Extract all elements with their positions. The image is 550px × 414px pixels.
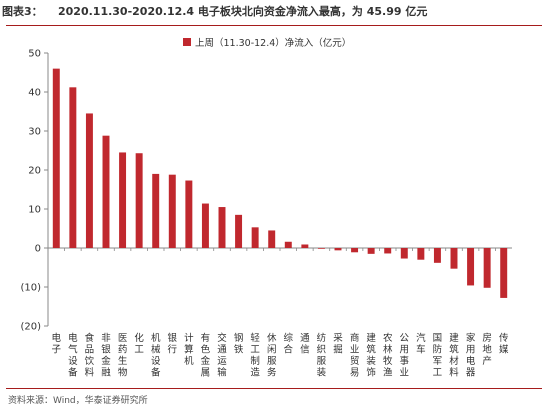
bar [235,214,243,248]
bar [152,173,160,248]
y-tick-label: 20 [28,166,41,177]
title-bar [6,4,542,26]
bar [119,152,127,248]
bar [201,203,209,248]
y-tick-label: (20) [20,322,41,333]
bar [433,248,441,263]
x-tick-label: 非银金融 [101,332,111,379]
x-tick-label: 纺织服装 [317,332,327,379]
bar [69,87,77,248]
x-tick-label: 电子 [52,332,62,356]
category-labels: 电子电气设备食品饮料非银金融医药生物化工机械设备银行计算机有色金属交通运输钢铁轻… [52,332,509,379]
x-tick-label: 计算机 [184,332,194,367]
bar [334,248,342,251]
bar [284,241,292,248]
x-tick-label: 农林牧渔 [383,332,393,379]
x-tick-label: 银行 [168,332,178,356]
x-tick-label: 商业贸易 [350,332,360,379]
x-tick-label: 交通运输 [217,332,227,379]
y-tick-label: 0 [35,244,41,255]
bar [384,248,392,254]
bar [102,135,110,248]
x-tick-label: 电气设备 [68,332,78,379]
bar [251,227,259,248]
figure-label: 图表3： [2,5,43,18]
x-tick-label: 有色金属 [201,332,211,379]
y-tick-label: 30 [28,127,41,138]
x-tick-label: 通信 [300,333,310,356]
bar [301,244,309,248]
y-tick-label: 10 [28,205,41,216]
chart-title: 2020.11.30-2020.12.4 电子板块北向资金净流入最高，为 45.… [58,5,428,18]
x-tick-label: 建筑材料 [449,332,459,379]
y-axis: (20) (10) 0 10 20 30 40 50 [20,49,49,333]
x-tick-label: 家用电器 [466,332,476,379]
source-note: 资料来源：Wind，华泰证券研究所 [8,396,148,406]
x-tick-label: 传媒 [499,332,509,356]
bar [268,230,276,248]
bar [417,248,425,260]
bar [185,180,193,248]
bar [367,248,375,254]
x-axis [47,247,512,251]
bar [52,68,60,248]
x-tick-label: 化工 [134,332,144,356]
bar [218,207,226,248]
legend: 上周（11.30-12.4）净流入（亿元） [183,37,351,49]
x-tick-label: 食品饮料 [85,332,95,379]
x-tick-label: 机械设备 [151,332,161,379]
chart: 上周（11.30-12.4）净流入（亿元） (20) (10) 0 10 20 30 40 5… [20,37,512,379]
bar [483,248,491,288]
y-tick-label: 40 [28,88,41,99]
y-tick-label: (10) [20,283,41,294]
x-tick-label: 综合 [284,332,294,356]
x-tick-label: 房地产 [482,332,492,367]
x-tick-label: 医药生物 [118,333,128,379]
y-tick-label: 50 [28,49,41,60]
x-tick-label: 建筑装饰 [366,332,376,379]
x-tick-label: 钢铁 [234,332,244,356]
bar [500,248,508,298]
x-tick-label: 休闲服务 [267,332,277,379]
bar [317,248,325,249]
bar [400,248,408,259]
source-divider [6,388,542,389]
bar [85,113,93,248]
legend-swatch [183,38,191,46]
x-tick-label: 国防军工 [433,333,443,379]
x-tick-label: 采掘 [333,333,343,356]
bar-series [52,68,508,298]
legend-label: 上周（11.30-12.4）净流入（亿元） [195,37,351,49]
bar [135,153,143,248]
x-tick-label: 汽车 [416,332,426,356]
bar [450,248,458,269]
bar [467,248,475,286]
x-tick-label: 轻工制造 [250,332,260,379]
bar [168,174,176,248]
x-tick-label: 公用事业 [400,333,410,379]
bar [351,248,359,253]
